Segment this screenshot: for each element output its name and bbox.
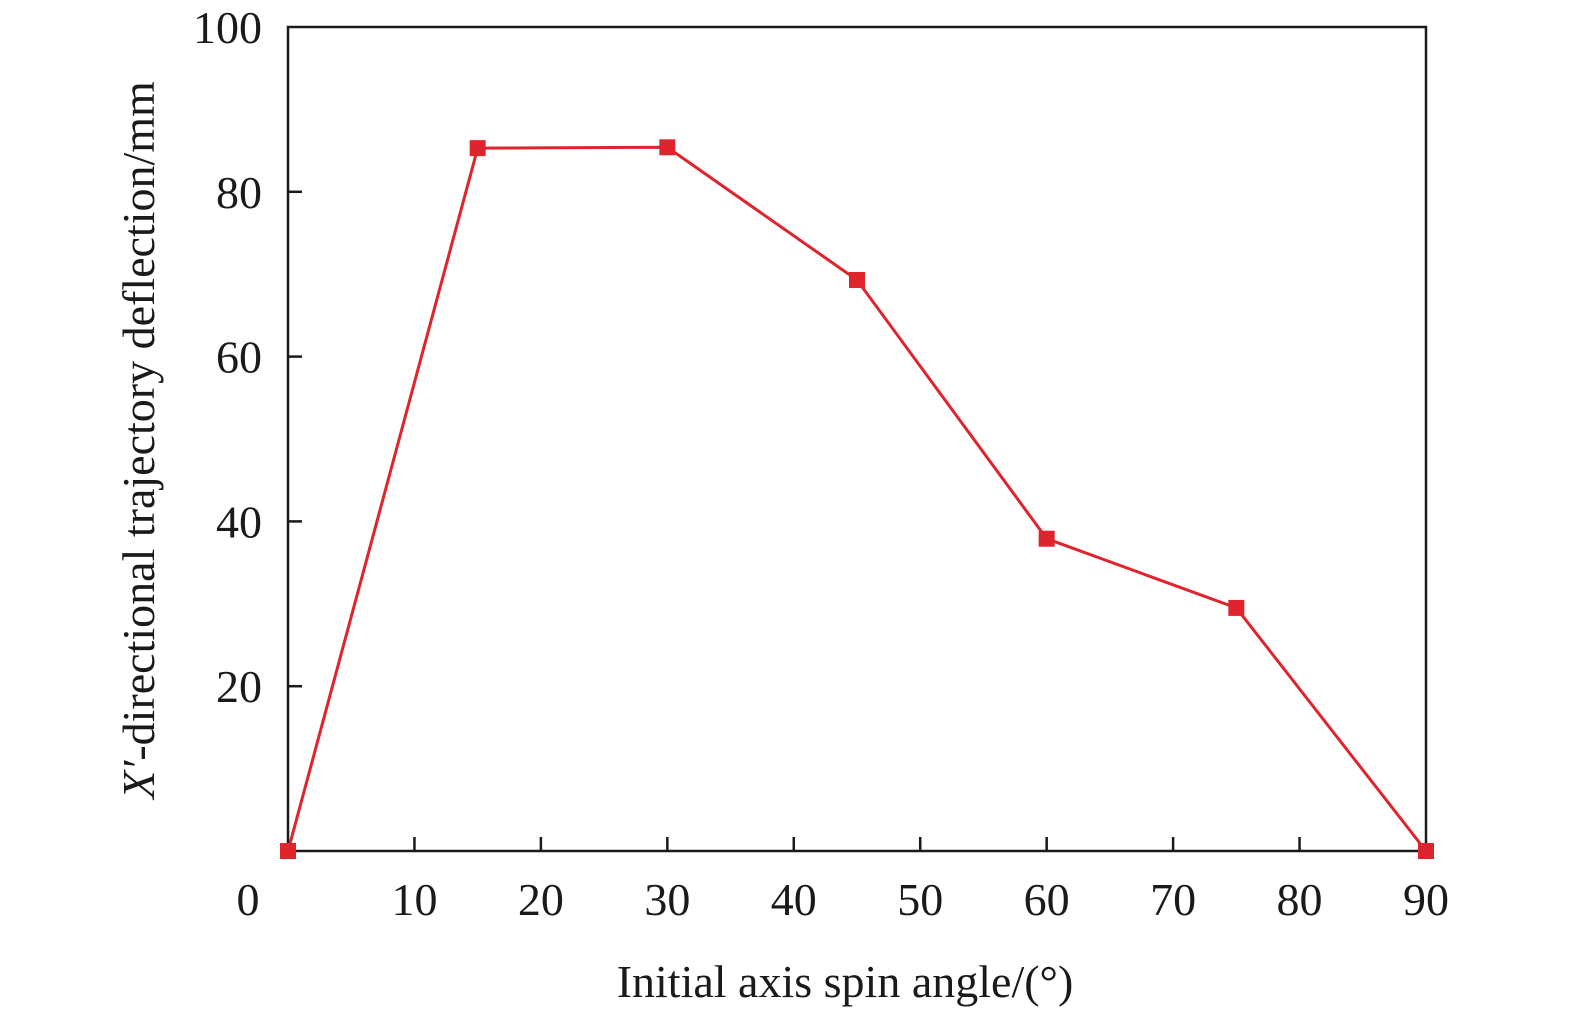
data-point [849,271,865,288]
y-tick-label: 20 [216,661,262,712]
y-tick-label: 80 [216,167,262,218]
y-axis-title-text: -directional trajectory deflection/mm [113,81,164,761]
x-axis: 0 10 20 30 40 50 60 70 80 90 [237,837,1449,925]
plot-frame [286,25,1428,853]
data-point [659,139,676,156]
x-tick-label: 80 [1277,874,1323,925]
x-tick-label: 90 [1403,874,1449,925]
series-markers [280,139,1434,859]
x-tick-label: 40 [771,874,817,925]
series-line [286,145,1428,852]
y-axis: 20 40 60 80 100 [193,2,302,712]
y-tick-label: 60 [216,332,262,383]
y-tick-label: 40 [216,496,262,547]
data-point [1418,843,1434,859]
data-point [1038,530,1055,547]
x-tick-label: 70 [1150,874,1196,925]
y-axis-title-variable: X′ [113,760,164,801]
x-tick-label: 60 [1024,874,1070,925]
data-point [280,843,296,859]
data-point [469,140,486,157]
x-tick-label: 20 [518,874,564,925]
x-tick-label: 50 [897,874,943,925]
x-tick-label: 0 [237,874,260,925]
x-tick-label: 10 [391,874,437,925]
y-tick-label: 100 [193,2,262,53]
x-axis-title: Initial axis spin angle/(°) [617,956,1074,1007]
y-axis-title: X′-directional trajectory deflection/mm [113,81,164,801]
x-tick-label: 30 [644,874,690,925]
data-point [1228,599,1245,616]
